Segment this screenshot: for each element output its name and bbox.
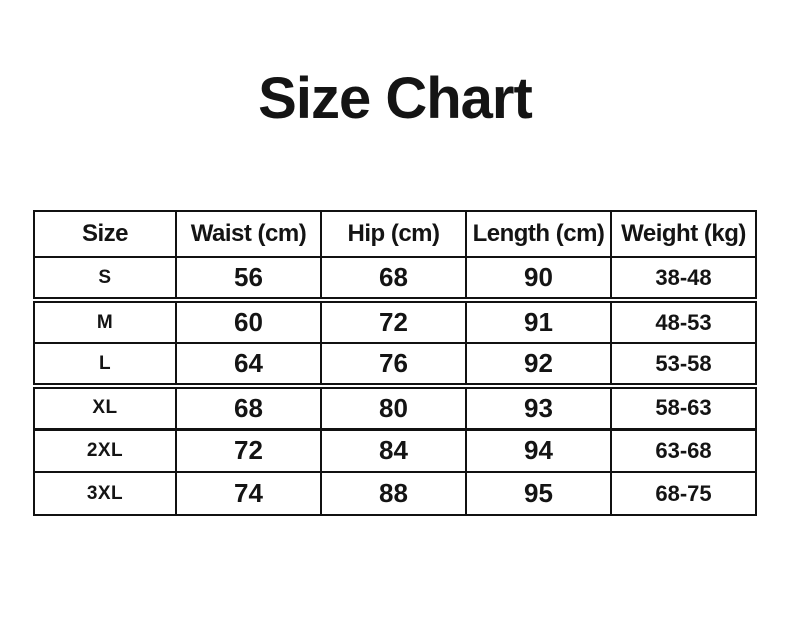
waist-cell: 72 (175, 428, 322, 473)
table-row: 3XL 74 88 95 68-75 (33, 471, 757, 516)
size-chart-table: Size Waist (cm) Hip (cm) Length (cm) Wei… (33, 210, 757, 516)
table-row: L 64 76 92 53-58 (33, 342, 757, 389)
hip-cell: 76 (320, 342, 467, 389)
size-cell: L (33, 342, 177, 389)
hip-cell: 80 (320, 385, 467, 431)
size-cell: M (33, 299, 177, 344)
column-header-hip: Hip (cm) (320, 210, 467, 258)
waist-cell: 56 (175, 256, 322, 303)
waist-cell: 74 (175, 471, 322, 516)
table-row: S 56 68 90 38-48 (33, 256, 757, 303)
waist-cell: 68 (175, 385, 322, 431)
weight-cell: 63-68 (610, 428, 757, 473)
waist-cell: 60 (175, 299, 322, 344)
length-cell: 93 (465, 385, 612, 431)
size-cell: S (33, 256, 177, 303)
hip-cell: 68 (320, 256, 467, 303)
hip-cell: 88 (320, 471, 467, 516)
waist-cell: 64 (175, 342, 322, 389)
length-cell: 92 (465, 342, 612, 389)
weight-cell: 58-63 (610, 385, 757, 431)
size-cell: 3XL (33, 471, 177, 516)
hip-cell: 84 (320, 428, 467, 473)
weight-cell: 53-58 (610, 342, 757, 389)
table-row: XL 68 80 93 58-63 (33, 385, 757, 431)
length-cell: 91 (465, 299, 612, 344)
page-title: Size Chart (258, 66, 533, 131)
length-cell: 90 (465, 256, 612, 303)
header-row: Size Waist (cm) Hip (cm) Length (cm) Wei… (33, 210, 757, 258)
length-cell: 94 (465, 428, 612, 473)
column-header-length: Length (cm) (465, 210, 612, 258)
column-header-size: Size (33, 210, 177, 258)
size-cell: 2XL (33, 428, 177, 473)
weight-cell: 38-48 (610, 256, 757, 303)
size-cell: XL (33, 385, 177, 431)
table-row: M 60 72 91 48-53 (33, 299, 757, 344)
weight-cell: 68-75 (610, 471, 757, 516)
hip-cell: 72 (320, 299, 467, 344)
table-row: 2XL 72 84 94 63-68 (33, 428, 757, 473)
weight-cell: 48-53 (610, 299, 757, 344)
column-header-weight: Weight (kg) (610, 210, 757, 258)
column-header-waist: Waist (cm) (175, 210, 322, 258)
length-cell: 95 (465, 471, 612, 516)
